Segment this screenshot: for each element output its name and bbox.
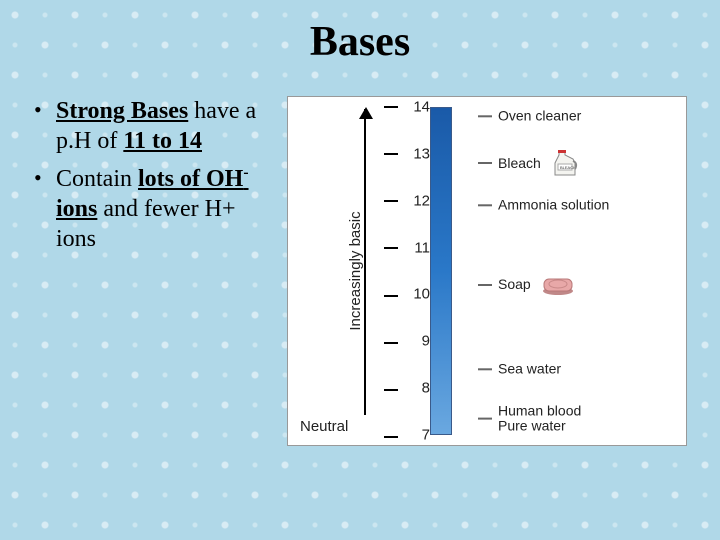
scale-tick-label: 12	[406, 192, 430, 209]
bullet-highlight: 11 to 14	[123, 128, 202, 154]
bleach-jug-icon: BLEACH	[551, 149, 581, 177]
soap-bar-icon	[541, 274, 575, 296]
scale-tick-label: 9	[406, 333, 430, 350]
item-label: Sea water	[498, 362, 561, 377]
bullet-text: Contain	[56, 166, 138, 192]
ph-scale-diagram: Increasingly basic Neutral 14 13 12 11 10 9 8 7…	[287, 96, 687, 446]
scale-tick-label: 10	[406, 286, 430, 303]
ph-bar	[430, 107, 452, 435]
item-tick-mark	[478, 115, 492, 117]
scale-tick-mark	[384, 389, 398, 391]
scale-tick-mark	[384, 342, 398, 344]
item-label: Soap	[498, 277, 531, 292]
scale-tick-mark	[384, 153, 398, 155]
scale-item: Soap	[478, 274, 575, 296]
bullet-highlight: Strong Bases	[56, 98, 188, 124]
svg-text:BLEACH: BLEACH	[560, 165, 576, 170]
scale-item: Ammonia solution	[478, 198, 609, 213]
arrow-icon	[364, 109, 366, 415]
item-tick-mark	[478, 418, 492, 420]
scale-tick-label: 7	[406, 427, 430, 444]
scale-tick-mark	[384, 200, 398, 202]
item-tick-mark	[478, 204, 492, 206]
scale-tick-mark	[384, 436, 398, 438]
scale-item: Oven cleaner	[478, 109, 581, 124]
scale-tick-label: 14	[406, 99, 430, 116]
page-title: Bases	[0, 0, 720, 66]
neutral-label: Neutral	[300, 418, 348, 435]
scale-tick-mark	[384, 106, 398, 108]
scale-item: Human bloodPure water	[478, 403, 581, 434]
scale-tick-label: 8	[406, 380, 430, 397]
scale-tick-mark	[384, 247, 398, 249]
axis-label: Increasingly basic	[347, 211, 364, 330]
scale-tick-label: 11	[406, 239, 430, 256]
content-row: Strong Bases have a p.H of 11 to 14 Cont…	[0, 66, 720, 446]
scale-item: Sea water	[478, 362, 561, 377]
item-label: Oven cleaner	[498, 109, 581, 124]
tick-container: 1413121110987	[406, 107, 430, 435]
bullet-item: Contain lots of OH-ions and fewer H+ ion…	[34, 164, 275, 254]
bullet-item: Strong Bases have a p.H of 11 to 14	[34, 96, 275, 156]
scale-tick-label: 13	[406, 145, 430, 162]
item-label: Human bloodPure water	[498, 403, 581, 434]
bullet-list: Strong Bases have a p.H of 11 to 14 Cont…	[20, 96, 275, 262]
item-tick-mark	[478, 368, 492, 370]
item-tick-mark	[478, 284, 492, 286]
item-tick-mark	[478, 162, 492, 164]
item-label: Ammonia solution	[498, 198, 609, 213]
items-container: Oven cleaner Bleach BLEACH Ammonia solution…	[478, 107, 678, 435]
scale-tick-mark	[384, 295, 398, 297]
scale-item: Bleach BLEACH	[478, 149, 581, 177]
item-label: Bleach	[498, 156, 541, 171]
